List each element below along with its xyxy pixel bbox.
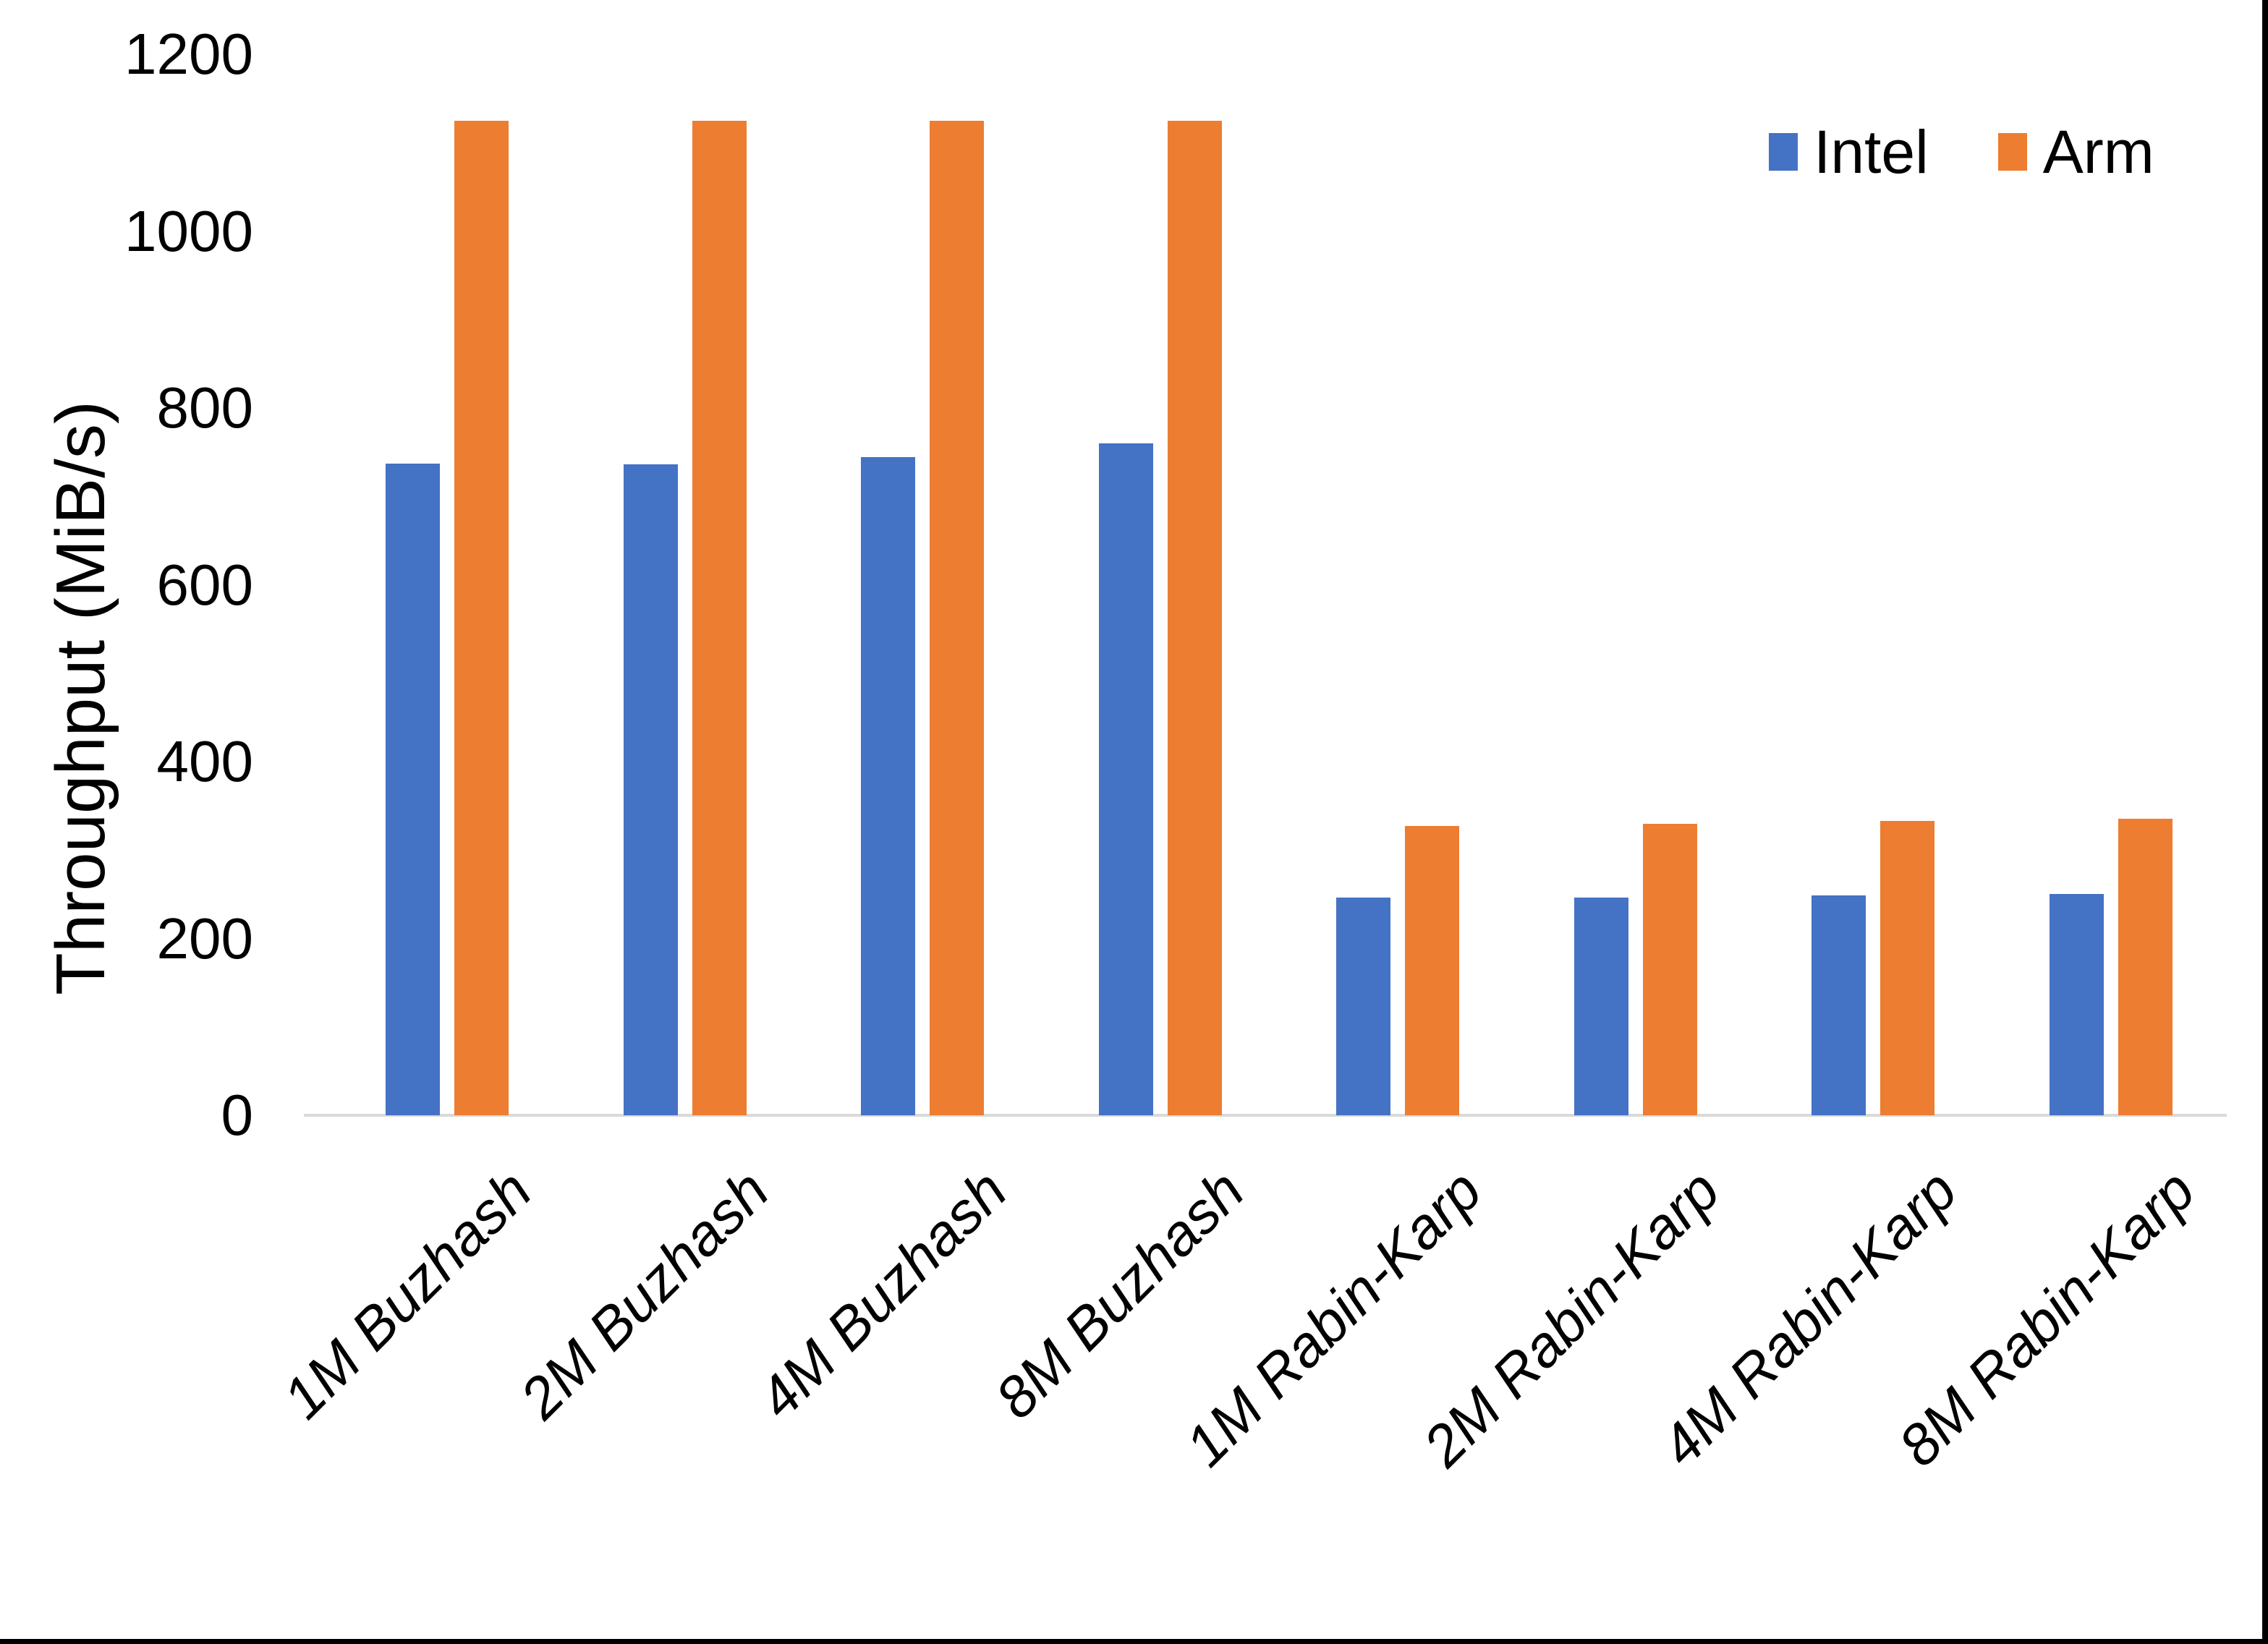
y-tick-label: 1200: [124, 22, 253, 86]
legend-item-intel: Intel: [1769, 122, 1929, 182]
x-axis-label: 4M Buzhash: [745, 1157, 1019, 1431]
y-tick-label: 1000: [124, 198, 253, 263]
bar-arm-2m-buzhash: [692, 120, 747, 1115]
legend-label-intel: Intel: [1814, 118, 1929, 186]
legend-item-arm: Arm: [1997, 118, 2154, 186]
legend-marker-intel: [1769, 133, 1798, 171]
page-border-right: [2262, 0, 2268, 1644]
x-axis-label: 1M Buzhash: [270, 1157, 544, 1431]
bar-intel-4m-buzhash: [861, 457, 915, 1115]
y-tick-label: 200: [156, 906, 253, 971]
bar-intel-8m-buzhash: [1098, 443, 1153, 1115]
y-axis-title: Throughput (MiB/s): [42, 401, 119, 995]
page-border-bottom: [0, 1639, 2268, 1644]
bar-intel-1m-buzhash: [386, 464, 440, 1115]
bar-arm-1m-rabin-karp: [1405, 826, 1459, 1115]
bar-intel-2m-rabin-karp: [1573, 898, 1628, 1115]
legend: Intel Arm: [1769, 122, 2154, 182]
bar-intel-4m-rabin-karp: [1812, 895, 1866, 1115]
bar-intel-8m-rabin-karp: [2049, 894, 2104, 1115]
y-tick-label: 600: [156, 552, 253, 617]
x-axis-line: [304, 1114, 2227, 1117]
y-tick-label: 800: [156, 375, 253, 440]
legend-label-arm: Arm: [2042, 118, 2154, 186]
bar-arm-8m-buzhash: [1167, 120, 1222, 1115]
bar-arm-8m-rabin-karp: [2118, 819, 2173, 1115]
bar-arm-4m-buzhash: [930, 120, 984, 1115]
bar-intel-1m-rabin-karp: [1336, 898, 1390, 1115]
y-tick-label: 400: [156, 729, 253, 793]
legend-marker-arm: [1997, 133, 2027, 171]
bar-arm-1m-buzhash: [454, 120, 509, 1115]
x-axis-label: 2M Buzhash: [508, 1157, 781, 1431]
bar-arm-4m-rabin-karp: [1880, 820, 1934, 1115]
y-tick-label: 0: [221, 1083, 254, 1147]
bar-intel-2m-buzhash: [623, 464, 678, 1115]
bar-arm-2m-rabin-karp: [1642, 823, 1697, 1115]
